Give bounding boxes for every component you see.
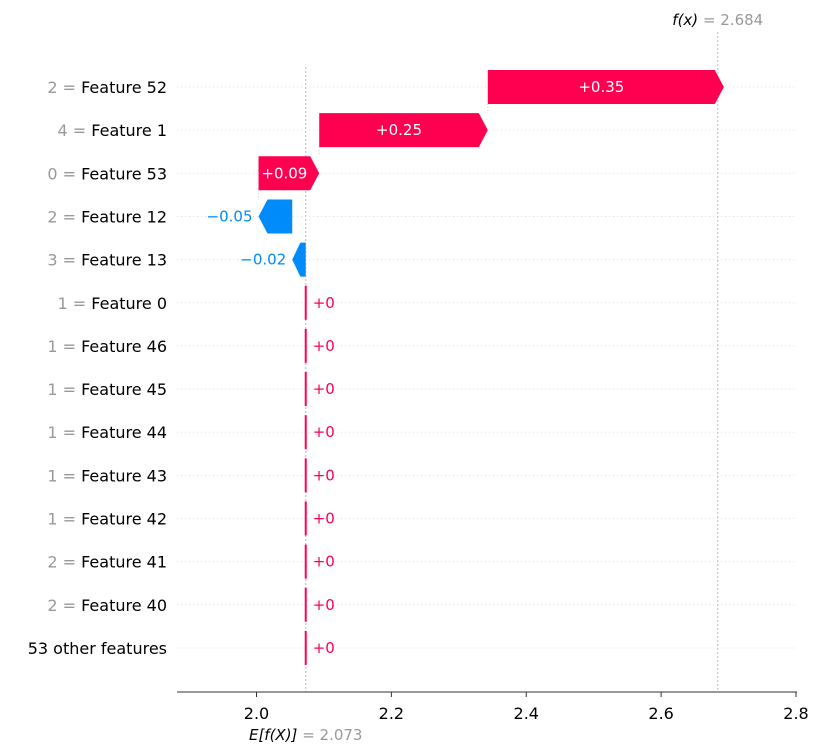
x-tick-label: 2.4 [514, 704, 539, 723]
feature-name: Feature 53 [81, 164, 167, 183]
base-value-prefix: E[f(X)] [249, 726, 302, 744]
x-axis: 2.0 2.2 2.4 2.6 2.8 [177, 691, 809, 723]
feature-label: 1 = Feature 43 [47, 466, 167, 485]
feature-value: 2 = [47, 78, 81, 97]
x-tick-label: 2.8 [783, 704, 808, 723]
feature-label: 1 = Feature 0 [58, 294, 168, 313]
bar-negative [258, 199, 293, 234]
feature-value: 1 = [47, 380, 81, 399]
grid-layer [177, 86, 797, 649]
bar-value-label: +0.25 [376, 121, 422, 139]
bar-negative [292, 242, 306, 277]
feature-name: Feature 43 [81, 466, 167, 485]
feature-value: 0 = [47, 164, 81, 183]
bar-value-label: −0.02 [240, 251, 286, 269]
base-value-text: = 2.073 [302, 726, 362, 744]
feature-name: Feature 41 [81, 553, 167, 572]
bar-positive [487, 70, 724, 104]
value-annotations: E[f(X)] = 2.073 f(x) = 2.684 [249, 11, 763, 744]
x-tick-label: 2.6 [648, 704, 673, 723]
feature-name: Feature 1 [91, 121, 167, 140]
bar-value-label: +0 [313, 596, 335, 614]
feature-label: 2 = Feature 52 [47, 78, 167, 97]
feature-value: 1 = [47, 466, 81, 485]
feature-label: 1 = Feature 45 [47, 380, 167, 399]
bar-value-label: +0 [313, 510, 335, 528]
feature-name: Feature 12 [81, 207, 167, 226]
final-value-annotation: f(x) = 2.684 [672, 11, 763, 29]
feature-label: 0 = Feature 53 [47, 164, 167, 183]
feature-value: 1 = [58, 294, 92, 313]
bar-value-label: +0.35 [578, 78, 624, 96]
bar-value-label: +0.09 [261, 164, 307, 182]
bar-value-label: +0 [313, 423, 335, 441]
feature-name: Feature 45 [81, 380, 167, 399]
bar-positive [319, 113, 488, 148]
final-value-text: = 2.684 [703, 11, 763, 29]
bar-value-label: +0 [313, 337, 335, 355]
feature-name: Feature 13 [81, 251, 167, 270]
feature-name: Feature 46 [81, 337, 167, 356]
feature-name: Feature 40 [81, 596, 167, 615]
bar-value-label: +0 [313, 639, 335, 657]
feature-label: 3 = Feature 13 [47, 251, 167, 270]
feature-name: Feature 44 [81, 423, 167, 442]
bar-value-label: +0 [313, 466, 335, 484]
bar-value-label: −0.05 [207, 207, 253, 225]
feature-label: 1 = Feature 46 [47, 337, 167, 356]
feature-label: 1 = Feature 44 [47, 423, 167, 442]
feature-label: 1 = Feature 42 [47, 510, 167, 529]
feature-value: 1 = [47, 423, 81, 442]
bar-value-label: +0 [313, 553, 335, 571]
feature-value: 4 = [58, 121, 92, 140]
x-tick-label: 2.2 [379, 704, 404, 723]
bar-positive [258, 156, 320, 191]
feature-name: Feature 52 [81, 78, 167, 97]
bar-value-label: +0 [313, 380, 335, 398]
feature-label: 2 = Feature 12 [47, 207, 167, 226]
feature-name: Feature 42 [81, 510, 167, 529]
feature-label: 4 = Feature 1 [58, 121, 168, 140]
x-tick-label: 2.0 [244, 704, 269, 723]
feature-label: 2 = Feature 40 [47, 596, 167, 615]
feature-label: 53 other features [28, 639, 167, 658]
feature-value: 2 = [47, 553, 81, 572]
feature-value: 1 = [47, 510, 81, 529]
feature-name: Feature 0 [91, 294, 167, 313]
feature-value: 1 = [47, 337, 81, 356]
feature-labels: 2 = Feature 52 4 = Feature 1 0 = Feature 5… [28, 78, 167, 658]
bars: +0.35 +0.25 +0.09 −0.05 −0.02 +0 +0 +0 +0 +0 +0 +0 +… [207, 70, 724, 665]
bar-value-label: +0 [313, 294, 335, 312]
feature-value: 2 = [47, 596, 81, 615]
base-value-annotation: E[f(X)] = 2.073 [249, 726, 363, 744]
feature-name: 53 other features [28, 639, 167, 658]
final-value-prefix: f(x) [672, 11, 703, 29]
feature-label: 2 = Feature 41 [47, 553, 167, 572]
feature-value: 2 = [47, 207, 81, 226]
feature-value: 3 = [47, 251, 81, 270]
